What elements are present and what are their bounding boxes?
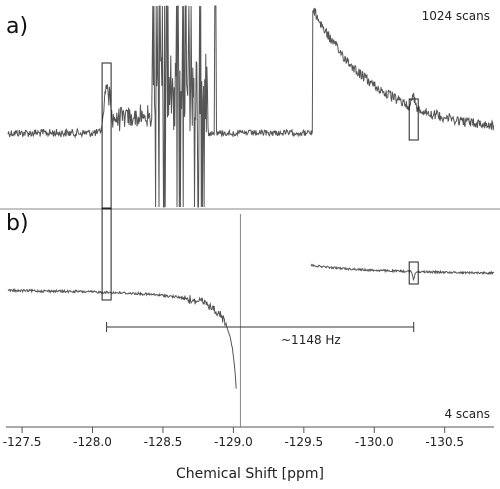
x-axis: -127.5 -128.0 -128.5 -129.0 -129.5 -130.0 -130…	[3, 426, 494, 449]
panel-b-spectrum-right-wing	[310, 263, 495, 282]
panel-b-label: b)	[6, 211, 29, 236]
x-tick-label: -128.0	[73, 435, 112, 449]
panel-b-scans: 4 scans	[444, 407, 490, 421]
highlight-box-right	[408, 98, 419, 141]
panel-b-spectrum-left-wing	[7, 287, 237, 389]
highlight-box-right-lower	[408, 261, 419, 285]
panel-a: a) 1024 scans	[6, 5, 495, 208]
x-tick-label: -129.0	[214, 435, 253, 449]
highlight-box-left-lower	[101, 207, 112, 210]
coupling-dimension: ~1148 Hz	[106, 322, 415, 347]
panel-a-spectrum-line	[7, 5, 495, 208]
x-tick-label: -127.5	[3, 435, 42, 449]
x-tick-label: -130.0	[355, 435, 394, 449]
x-tick-label: -128.5	[144, 435, 183, 449]
panel-a-label: a)	[6, 14, 28, 39]
panel-a-scans: 1024 scans	[422, 9, 490, 23]
panel-b: b) 4 scans	[6, 211, 495, 427]
highlight-box-left	[101, 62, 112, 301]
x-axis-title: Chemical Shift [ppm]	[176, 466, 324, 482]
x-tick-label: -130.5	[425, 435, 464, 449]
x-tick-label: -129.5	[284, 435, 323, 449]
coupling-label: ~1148 Hz	[281, 333, 341, 347]
